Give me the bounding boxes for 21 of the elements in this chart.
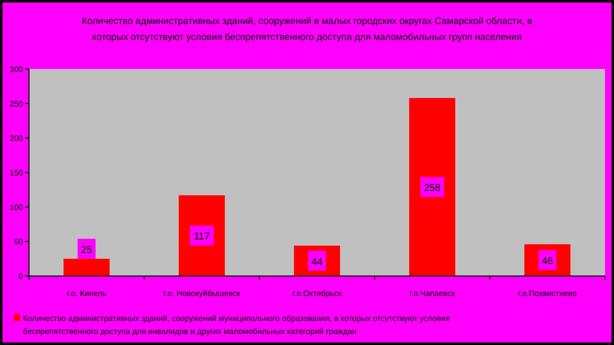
bar <box>64 258 110 276</box>
y-tick-label: 300 <box>10 65 24 74</box>
data-label: 46 <box>542 256 554 268</box>
legend-label: Количество административных зданий, сооружений муниципального образования, в которых отсутствуют условия беспрепятственного доступа для инвалидов и других маломобильных категорий граждан <box>23 314 450 336</box>
data-label: 25 <box>81 244 93 256</box>
x-tick-label: г.о.Похвистнево <box>518 289 578 298</box>
x-tick-label: г.о. Новокуйбышевск <box>163 289 241 298</box>
y-tick-label: 50 <box>14 238 24 246</box>
x-tick-label: г.о. Кинель <box>66 289 106 298</box>
bar <box>409 98 456 276</box>
data-label: 44 <box>311 256 323 268</box>
x-tick-label: г.о.Чапаевск <box>409 289 456 298</box>
x-tick-label: г.о.Октябрьск <box>292 289 342 298</box>
chart-title: Количество административных зданий, сооружений в малых городских округах Самарской области, в которых отсутствуют условия беспрепятственного доступа для маломобильных групп населения <box>82 16 532 43</box>
data-label: 117 <box>194 232 210 243</box>
y-tick-label: 250 <box>10 100 24 108</box>
y-tick-label: 200 <box>10 134 24 143</box>
data-label: 258 <box>424 182 441 194</box>
y-tick-label: 100 <box>10 203 24 212</box>
y-tick-label: 150 <box>10 168 24 178</box>
y-tick-label: 0 <box>18 272 24 281</box>
